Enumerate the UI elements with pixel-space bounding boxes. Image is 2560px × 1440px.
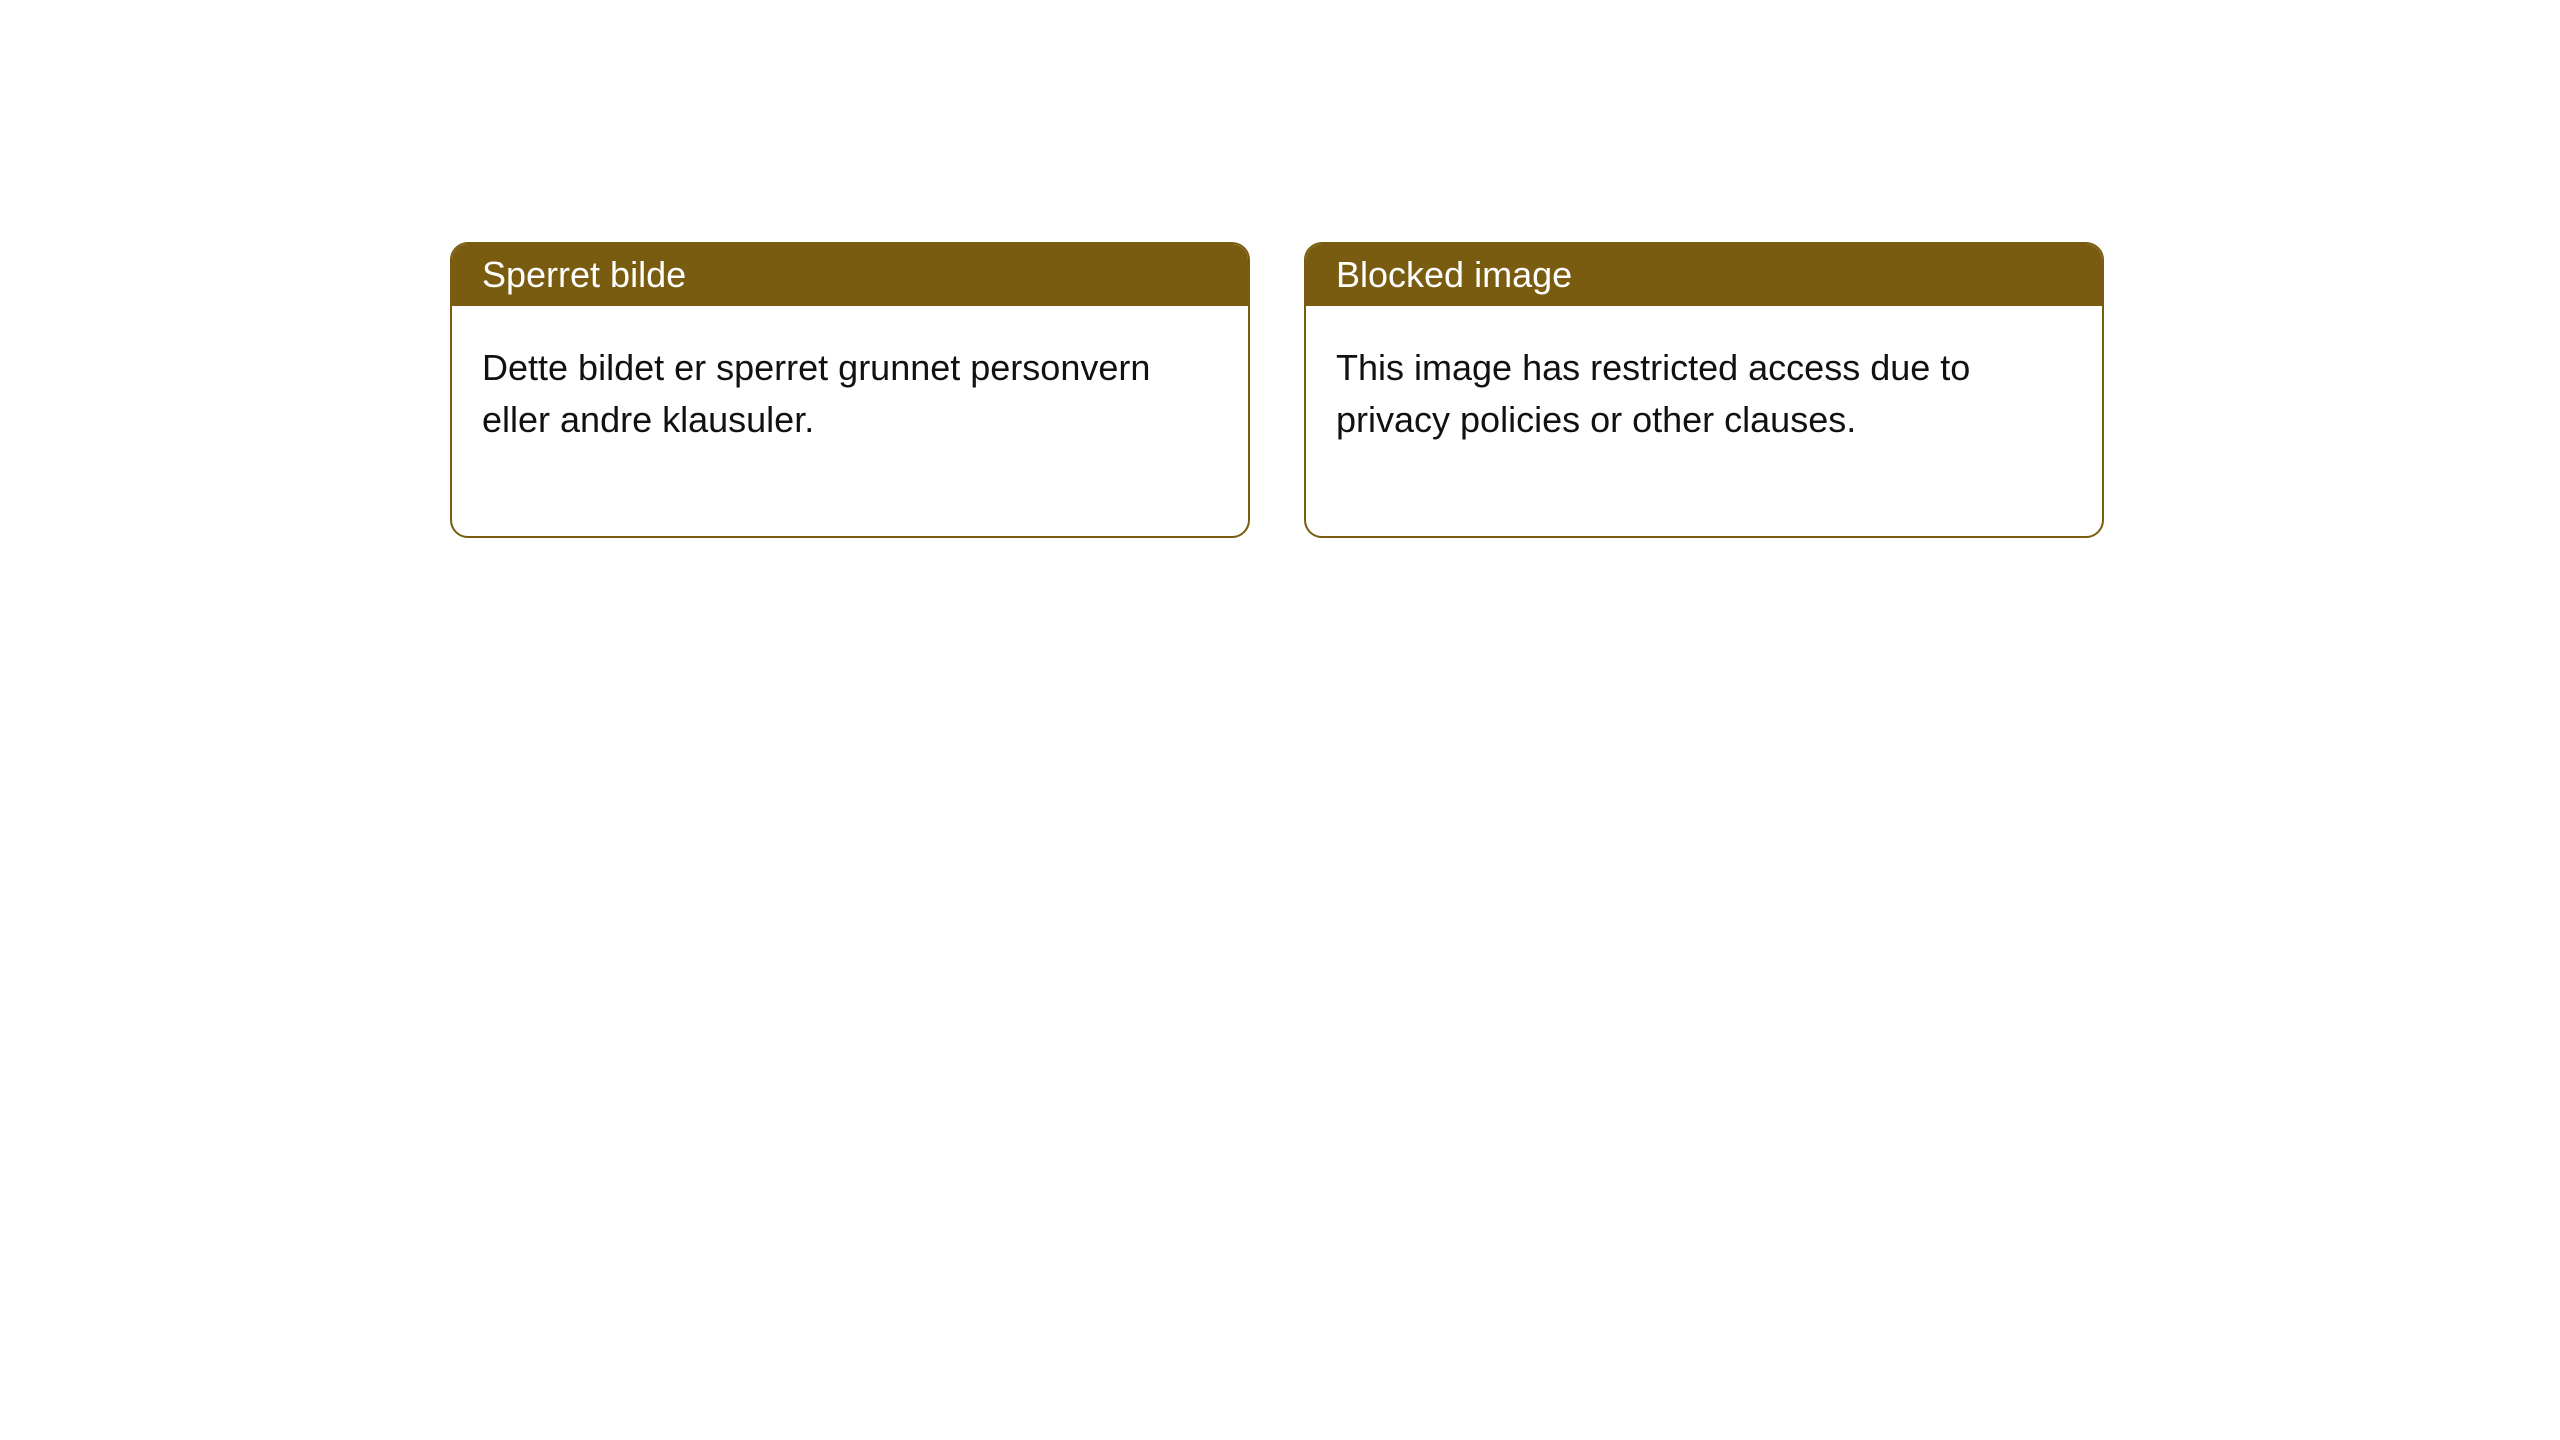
notice-cards-container: Sperret bilde Dette bildet er sperret gr… — [450, 242, 2104, 538]
notice-card-norwegian: Sperret bilde Dette bildet er sperret gr… — [450, 242, 1250, 538]
notice-card-title: Sperret bilde — [482, 254, 686, 295]
notice-card-body: This image has restricted access due to … — [1306, 306, 2102, 536]
notice-card-text: This image has restricted access due to … — [1336, 347, 1970, 440]
notice-card-header: Blocked image — [1306, 244, 2102, 306]
notice-card-english: Blocked image This image has restricted … — [1304, 242, 2104, 538]
notice-card-body: Dette bildet er sperret grunnet personve… — [452, 306, 1248, 536]
notice-card-title: Blocked image — [1336, 254, 1572, 295]
notice-card-text: Dette bildet er sperret grunnet personve… — [482, 347, 1150, 440]
notice-card-header: Sperret bilde — [452, 244, 1248, 306]
